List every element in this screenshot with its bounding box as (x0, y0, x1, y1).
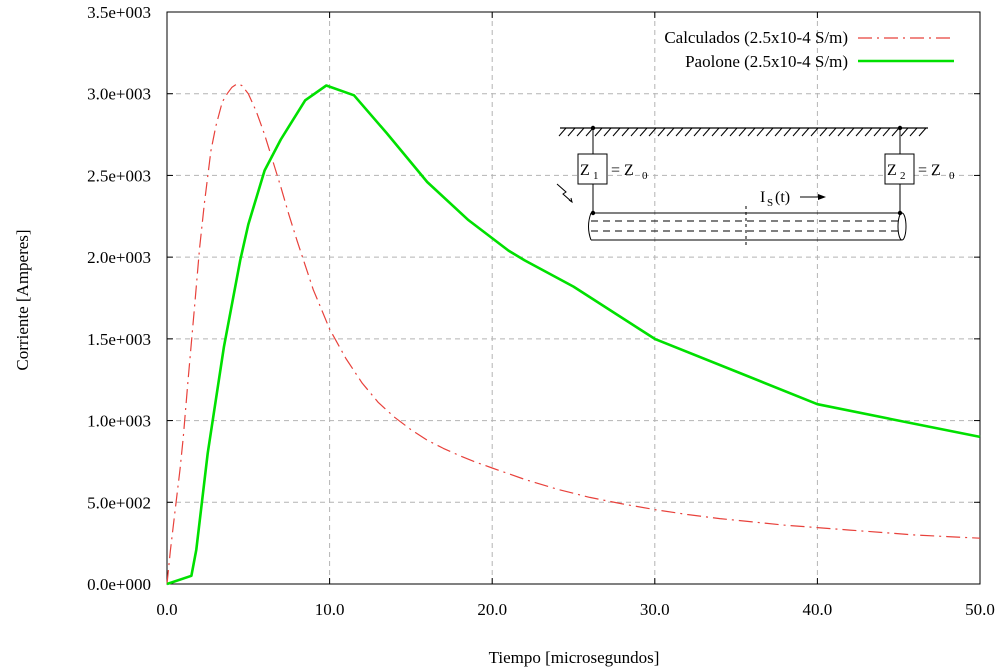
ground-hatch-mark (594, 127, 603, 137)
ground-hatch-mark (612, 127, 621, 137)
ground-hatch-mark (621, 127, 630, 137)
ground-hatch-mark (666, 127, 675, 137)
ground-hatch-mark (846, 127, 855, 137)
ground-hatch-mark (774, 127, 783, 137)
y-axis: 0.0e+000 5.0e+002 1.0e+003 1.5e+003 2.0e+003… (87, 3, 980, 594)
cable-diagram: Z 1 = Z 0 Z 2 = Z 0 I S (t) (556, 125, 955, 246)
ground-hatch (558, 127, 927, 137)
ground-hatch-mark (747, 127, 756, 137)
current-argument: (t) (775, 189, 790, 206)
y-tick-label: 2.5e+003 (87, 166, 151, 185)
z2-node-top (897, 125, 903, 131)
ground-hatch-mark (873, 127, 882, 137)
ground-hatch-mark (630, 127, 639, 137)
ground-hatch-mark (684, 127, 693, 137)
current-label: I (760, 189, 765, 206)
ground-hatch-mark (792, 127, 801, 137)
x-axis: 0.0 10.0 20.0 30.0 40.0 50.0 (156, 12, 995, 619)
legend-label-paolone: Paolone (2.5x10-4 S/m) (685, 52, 848, 71)
z2-equals: = Z (918, 162, 941, 179)
ground-hatch-mark (639, 127, 648, 137)
ground-hatch-mark (909, 127, 918, 137)
z2-subscript: 2 (900, 170, 906, 182)
ground-hatch-mark (828, 127, 837, 137)
z2-equals-subscript: 0 (949, 170, 955, 182)
current-subscript: S (767, 197, 773, 209)
ground-hatch-mark (765, 127, 774, 137)
series-line-1 (166, 84, 981, 586)
x-axis-title: Tiempo [microsegundos] (489, 648, 660, 667)
ground-hatch-mark (783, 127, 792, 137)
z2-box (884, 153, 915, 185)
ground-hatch-mark (855, 127, 864, 137)
z1-node-top (590, 125, 596, 131)
x-tick-label: 30.0 (640, 600, 670, 619)
y-axis-title: Corriente [Amperes] (13, 229, 32, 370)
ground-hatch-mark (756, 127, 765, 137)
ground-hatch-mark (801, 127, 810, 137)
ground-hatch-mark (702, 127, 711, 137)
z1-equals-subscript: 0 (642, 170, 648, 182)
ground-hatch-mark (882, 127, 891, 137)
series-layer (166, 83, 981, 586)
x-tick-label: 40.0 (803, 600, 833, 619)
ground-hatch-mark (603, 127, 612, 137)
y-tick-label: 3.5e+003 (87, 3, 151, 22)
ground-hatch-mark (900, 127, 909, 137)
ground-hatch-mark (819, 127, 828, 137)
ground-hatch-mark (837, 127, 846, 137)
y-tick-label: 5.0e+002 (87, 493, 151, 512)
y-tick-label: 3.0e+003 (87, 85, 151, 104)
legend-label-calculados: Calculados (2.5x10-4 S/m) (664, 28, 848, 47)
x-tick-label: 10.0 (315, 600, 345, 619)
ground-hatch-mark (576, 127, 585, 137)
y-tick-label: 2.0e+003 (87, 248, 151, 267)
z1-label: Z (580, 162, 590, 179)
ground-hatch-mark (891, 127, 900, 137)
ground-hatch-mark (720, 127, 729, 137)
ground-hatch-mark (864, 127, 873, 137)
x-tick-label: 50.0 (965, 600, 995, 619)
ground-hatch-mark (711, 127, 720, 137)
cable (588, 206, 907, 246)
ground-hatch-mark (648, 127, 657, 137)
ground-hatch-mark (738, 127, 747, 137)
y-tick-label: 0.0e+000 (87, 575, 151, 594)
ground-hatch-mark (558, 127, 567, 137)
plot-frame (166, 11, 981, 585)
z2-label: Z (887, 162, 897, 179)
legend: Calculados (2.5x10-4 S/m) Paolone (2.5x1… (664, 28, 954, 71)
x-tick-label: 20.0 (477, 600, 507, 619)
z1-equals: = Z (611, 162, 634, 179)
ground-hatch-mark (567, 127, 576, 137)
grid (167, 12, 980, 584)
y-tick-label: 1.0e+003 (87, 412, 151, 431)
current-arrow-icon (800, 194, 826, 200)
ground-hatch-mark (693, 127, 702, 137)
z1-subscript: 1 (593, 170, 599, 182)
ground-hatch-mark (918, 127, 927, 137)
ground-hatch-mark (810, 127, 819, 137)
ground-hatch-mark (729, 127, 738, 137)
y-tick-label: 1.5e+003 (87, 330, 151, 349)
series-line-0 (166, 83, 981, 585)
x-tick-label: 0.0 (156, 600, 177, 619)
lightning-icon (556, 183, 573, 204)
ground-hatch-mark (675, 127, 684, 137)
ground-hatch-mark (657, 127, 666, 137)
